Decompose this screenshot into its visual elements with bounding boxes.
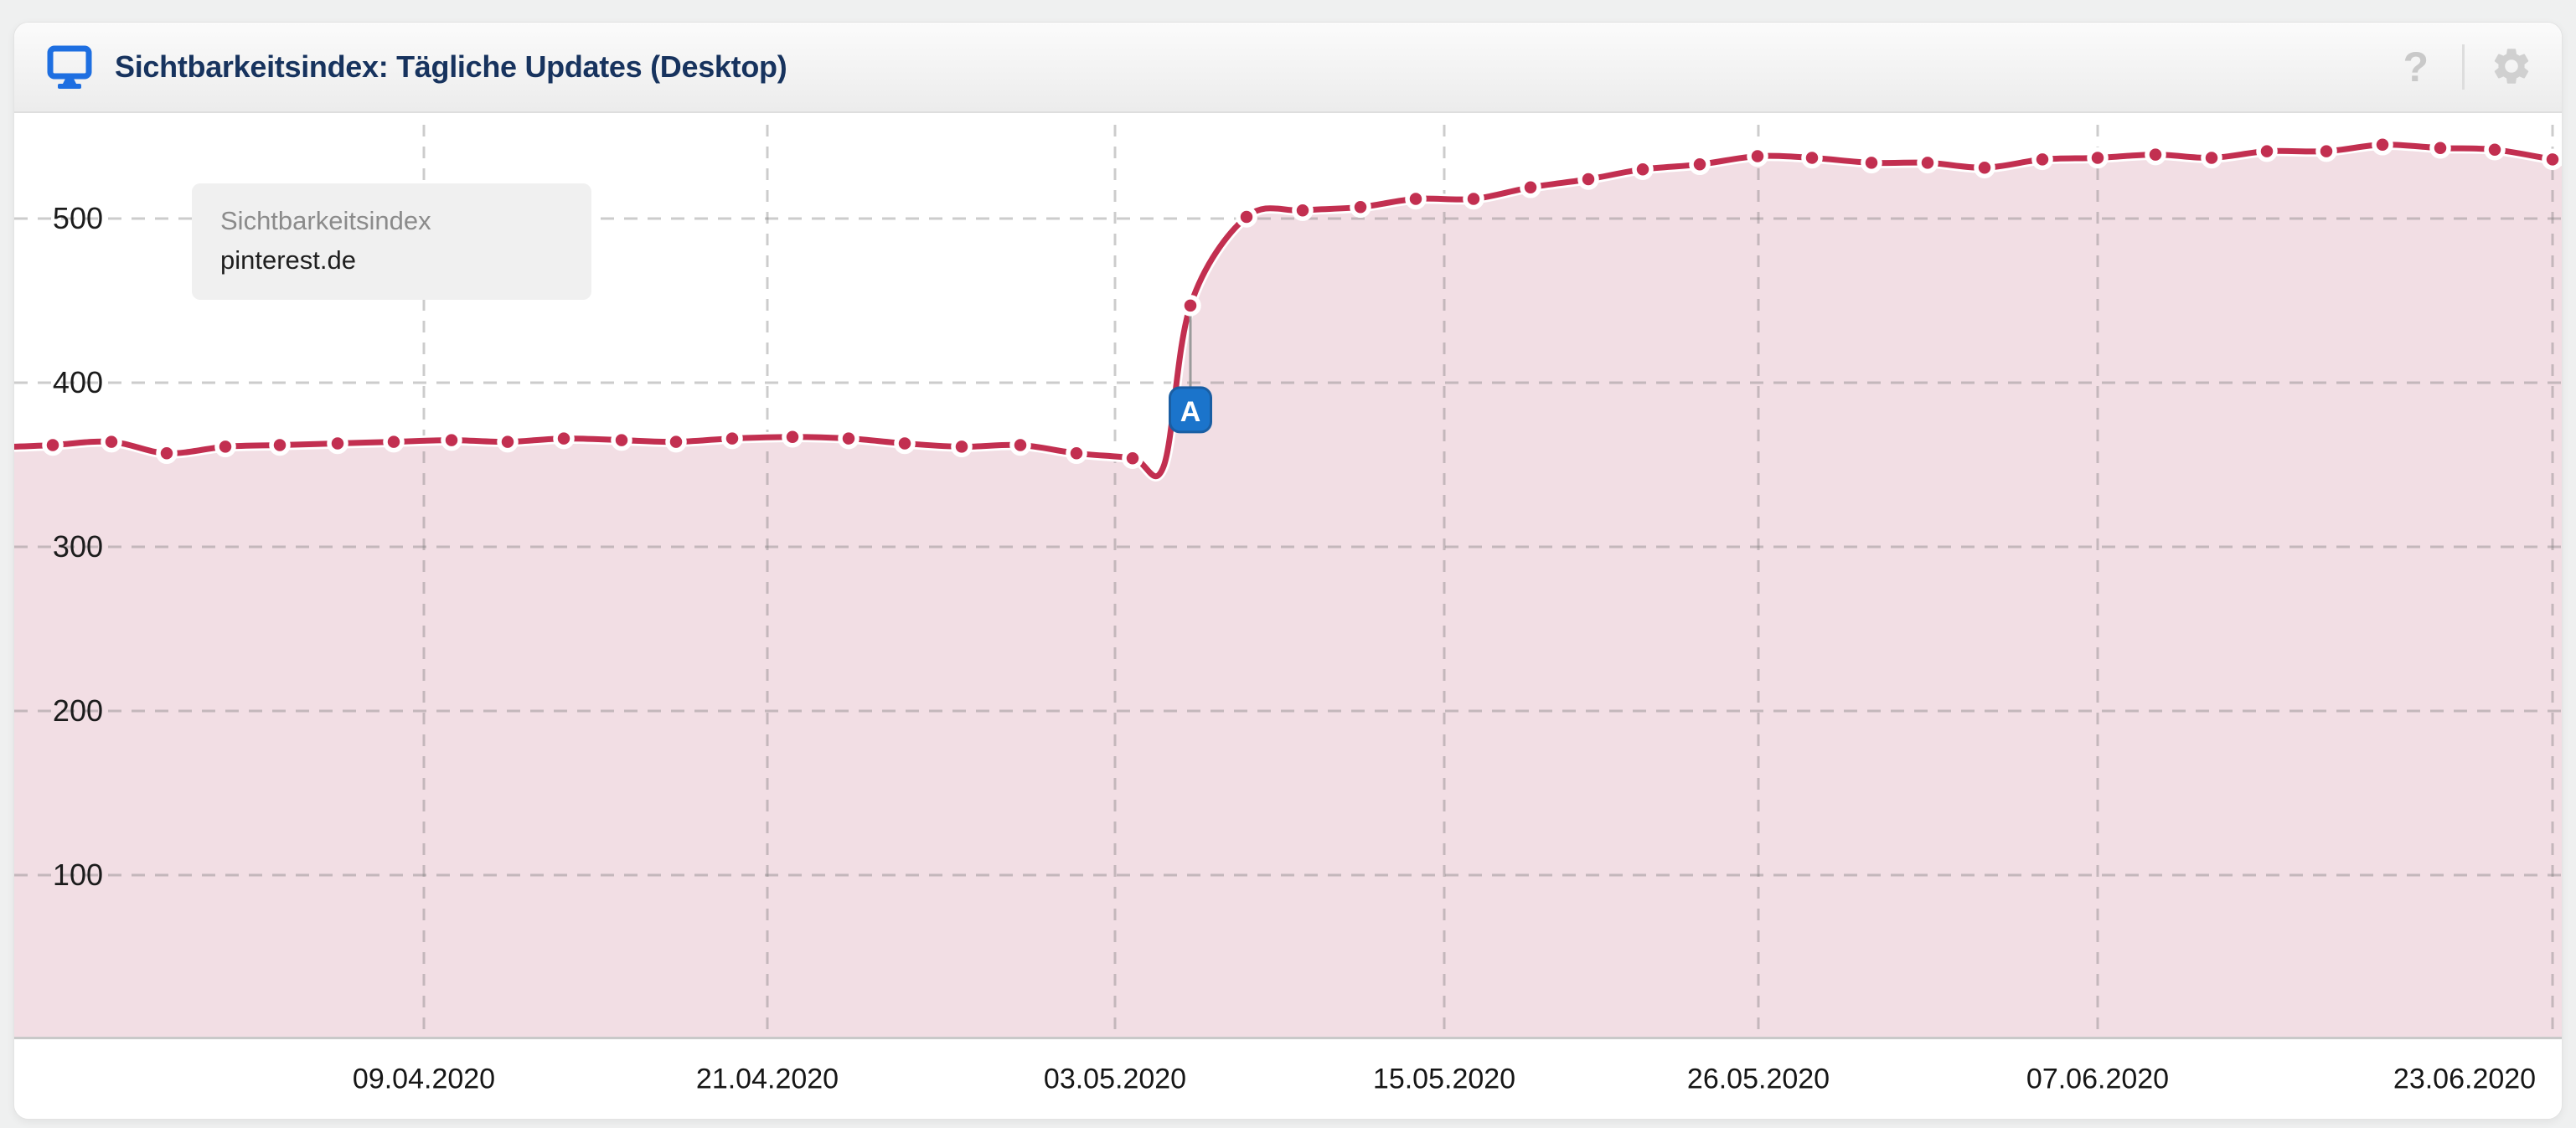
data-point[interactable] <box>2201 147 2222 169</box>
y-axis-label: 300 <box>52 529 103 564</box>
x-axis: 09.04.2020 21.04.2020 03.05.2020 15.05.2020… <box>14 1039 2562 1119</box>
legend-domain-label: pinterest.de <box>220 245 356 275</box>
x-axis-label: 15.05.2020 <box>1372 1063 1516 1095</box>
data-point[interactable] <box>2145 143 2166 166</box>
data-point[interactable] <box>2087 147 2109 169</box>
data-point[interactable] <box>441 429 462 451</box>
data-point[interactable] <box>2256 140 2278 162</box>
data-point[interactable] <box>2315 140 2337 162</box>
header-divider <box>2462 44 2465 90</box>
data-point[interactable] <box>1350 196 1371 219</box>
data-point[interactable] <box>1292 199 1314 221</box>
data-point[interactable] <box>1236 206 1257 228</box>
question-mark-icon: ? <box>2403 44 2429 90</box>
y-axis-label: 400 <box>52 365 103 399</box>
header-actions: ? <box>2394 23 2533 111</box>
data-point[interactable] <box>2429 136 2451 159</box>
gear-icon <box>2490 44 2533 90</box>
data-point[interactable] <box>894 432 916 455</box>
data-point[interactable] <box>1520 177 1541 198</box>
help-button[interactable]: ? <box>2394 46 2437 88</box>
series-area-fill <box>14 144 2562 1039</box>
data-point[interactable] <box>214 435 236 458</box>
x-axis-label: 03.05.2020 <box>1043 1063 1187 1095</box>
y-axis-label: 500 <box>52 201 103 235</box>
data-point[interactable] <box>782 425 803 448</box>
desktop-monitor-icon <box>46 45 93 89</box>
data-point[interactable] <box>2031 148 2053 171</box>
data-point[interactable] <box>553 427 575 450</box>
data-point[interactable] <box>156 442 178 465</box>
y-axis-label: 100 <box>52 858 103 892</box>
data-point[interactable] <box>1405 188 1427 210</box>
y-axis-label: 200 <box>52 693 103 728</box>
data-point[interactable] <box>665 430 687 453</box>
legend-series-label: Sichtbarkeitsindex <box>220 206 431 235</box>
data-point[interactable] <box>42 434 64 456</box>
data-point[interactable] <box>269 434 291 456</box>
data-point[interactable] <box>1689 153 1711 176</box>
data-point[interactable] <box>1577 168 1599 190</box>
data-point[interactable] <box>1122 447 1143 469</box>
data-point[interactable] <box>101 430 122 453</box>
data-point[interactable] <box>1861 152 1882 174</box>
x-axis-label: 07.06.2020 <box>2026 1063 2170 1095</box>
data-point[interactable] <box>1747 145 1768 167</box>
data-point[interactable] <box>1463 188 1484 210</box>
chart-legend: Sichtbarkeitsindex pinterest.de <box>192 183 591 300</box>
data-point[interactable] <box>1066 442 1087 465</box>
data-point[interactable] <box>2372 134 2393 156</box>
data-point[interactable] <box>2484 138 2506 161</box>
data-point[interactable] <box>951 435 973 458</box>
x-axis-label: 26.05.2020 <box>1686 1063 1830 1095</box>
data-point[interactable] <box>383 430 405 453</box>
event-marker-label: A <box>1180 396 1201 428</box>
data-point[interactable] <box>1009 434 1031 456</box>
settings-button[interactable] <box>2490 44 2533 90</box>
data-point[interactable] <box>1801 147 1823 169</box>
event-marker-badge[interactable] <box>1169 386 1212 434</box>
widget-header: Sichtbarkeitsindex: Tägliche Updates (De… <box>14 23 2562 113</box>
chart-area: A 500 400 300 200 100 Sichtbarkeitsindex pin… <box>14 113 2562 1039</box>
data-point[interactable] <box>721 427 743 450</box>
widget-title: Sichtbarkeitsindex: Tägliche Updates (De… <box>115 49 787 84</box>
data-point[interactable] <box>1632 158 1654 180</box>
x-axis-label: 21.04.2020 <box>695 1063 839 1095</box>
data-point[interactable] <box>2542 148 2562 171</box>
data-point[interactable] <box>1180 295 1201 317</box>
x-axis-label: 09.04.2020 <box>352 1063 496 1095</box>
x-axis-label: 23.06.2020 <box>2393 1063 2537 1095</box>
data-point[interactable] <box>497 430 519 453</box>
data-point[interactable] <box>327 432 348 455</box>
data-point[interactable] <box>1917 152 1938 174</box>
visibility-index-widget: Sichtbarkeitsindex: Tägliche Updates (De… <box>13 22 2563 1120</box>
data-point[interactable] <box>1974 157 1995 178</box>
data-point[interactable] <box>838 427 860 450</box>
data-point[interactable] <box>611 429 632 451</box>
